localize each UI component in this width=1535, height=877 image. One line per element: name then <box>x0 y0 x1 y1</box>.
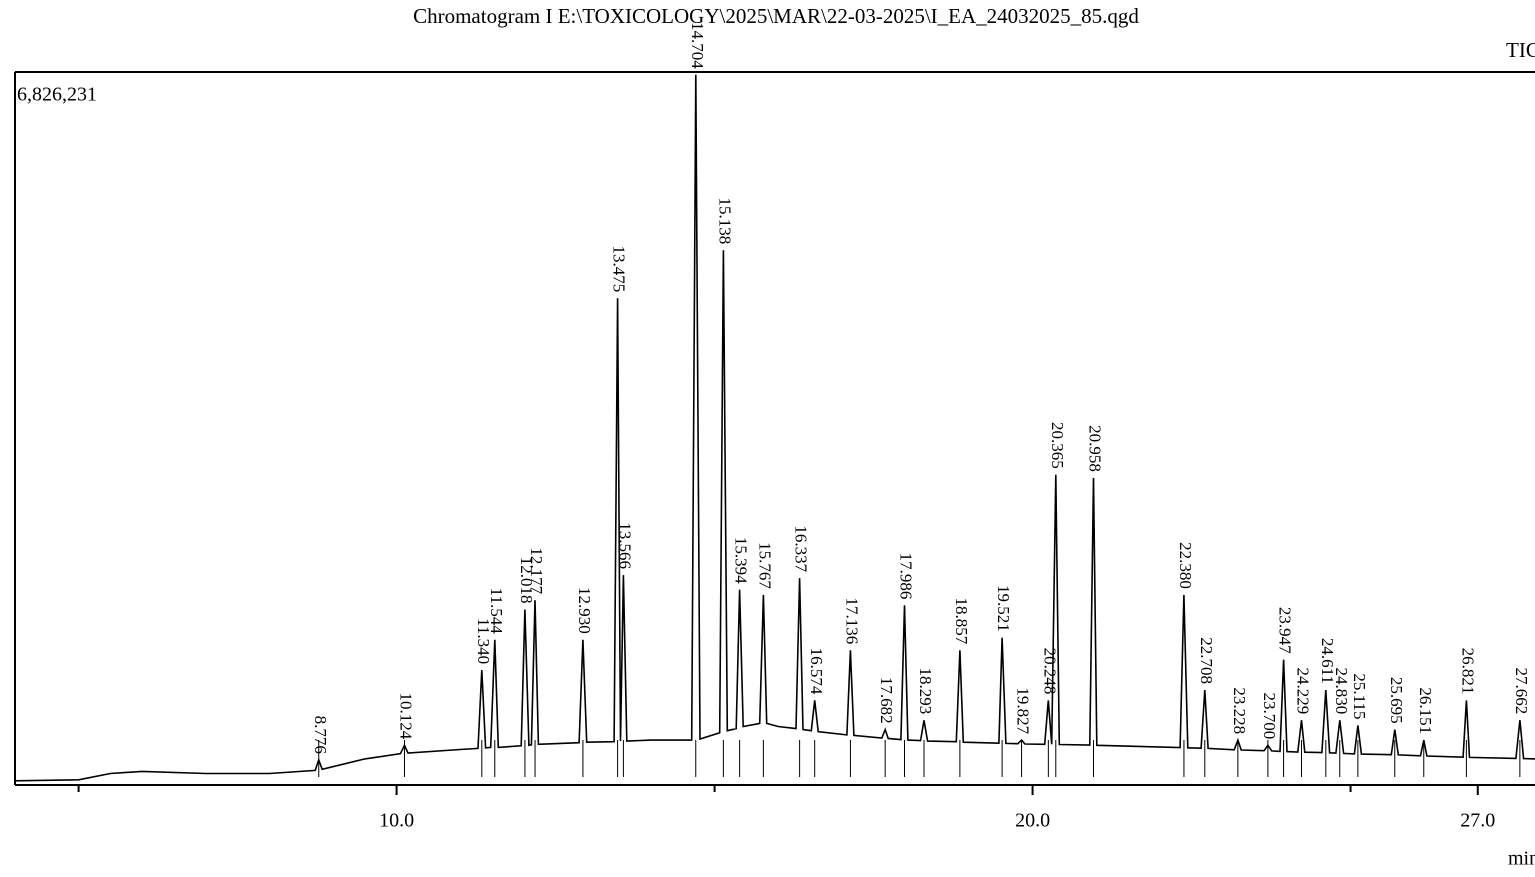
peak-label: 18.293 <box>916 667 935 714</box>
peak-label: 12.930 <box>575 587 594 634</box>
peak-label: 8.776 <box>311 716 330 754</box>
peak-label: 17.986 <box>897 553 916 600</box>
peak-label: 13.475 <box>610 246 629 293</box>
peak-label: 12.177 <box>527 547 546 594</box>
peak-label: 24.229 <box>1294 667 1313 714</box>
peak-label: 15.394 <box>732 537 751 584</box>
peak-label: 25.695 <box>1387 677 1406 724</box>
peak-label: 15.767 <box>755 542 774 589</box>
peak-label: 17.682 <box>877 677 896 724</box>
peak-label: 23.947 <box>1276 607 1295 654</box>
x-tick-label: 20.0 <box>1015 810 1050 832</box>
peak-label: 11.544 <box>487 588 506 635</box>
peak-label: 16.574 <box>807 648 826 695</box>
peak-label: 23.700 <box>1260 693 1279 740</box>
x-tick-label: 27.0 <box>1460 810 1495 832</box>
x-axis-label: min <box>1508 848 1535 870</box>
peak-label: 11.340 <box>474 618 493 664</box>
peak-label: 19.827 <box>1014 687 1033 734</box>
peak-label: 14.704 <box>688 22 707 69</box>
peak-label: 20.248 <box>1040 648 1059 695</box>
x-tick-label: 10.0 <box>379 810 414 832</box>
peak-label: 20.365 <box>1048 422 1067 469</box>
peak-label: 12.018 <box>517 557 536 604</box>
peak-label: 25.115 <box>1350 673 1369 719</box>
peak-label: 16.337 <box>792 525 811 572</box>
peak-label: 13.566 <box>615 522 634 569</box>
peak-label: 23.228 <box>1230 687 1249 734</box>
peak-label: 17.136 <box>843 598 862 645</box>
trace <box>14 74 1535 782</box>
peak-label: 22.708 <box>1197 637 1216 684</box>
peak-label: 27.662 <box>1512 667 1531 714</box>
trace-name: TIC <box>1506 38 1535 62</box>
peak-label: 18.857 <box>952 598 971 645</box>
peak-label: 24.611 <box>1318 638 1337 684</box>
chart-title: Chromatogram I E:\TOXICOLOGY\2025\MAR\22… <box>413 4 1139 28</box>
peak-label: 19.521 <box>994 585 1013 632</box>
peak-label: 22.380 <box>1176 542 1195 589</box>
y-tick-label: 6,826,231 <box>17 84 97 106</box>
peak-label: 10.124 <box>397 693 416 740</box>
peak-label: 26.821 <box>1458 648 1477 695</box>
peak-label: 24.830 <box>1332 667 1351 714</box>
peak-label: 15.138 <box>715 197 734 244</box>
peak-label: 26.151 <box>1416 687 1435 734</box>
peak-label: 20.958 <box>1086 425 1105 472</box>
